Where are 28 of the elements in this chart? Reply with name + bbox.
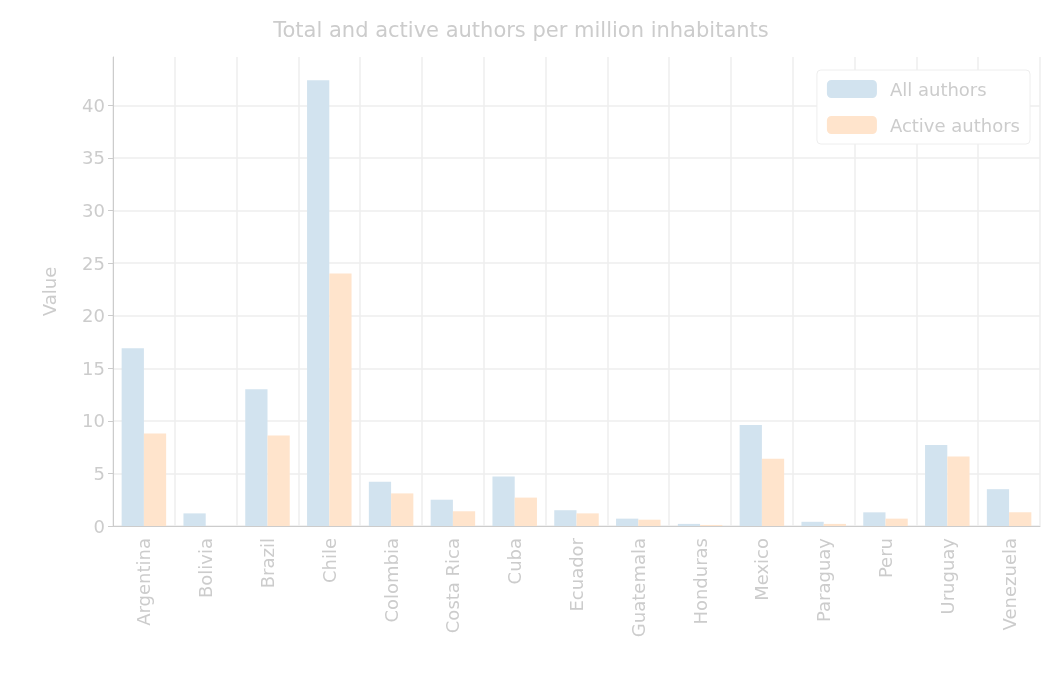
bar [1009, 512, 1032, 526]
bar [576, 513, 599, 526]
bar [307, 80, 330, 526]
bar [925, 445, 948, 526]
bar [183, 513, 206, 526]
bar [638, 519, 661, 526]
bar [121, 348, 144, 526]
bar [616, 518, 639, 526]
bar [430, 499, 453, 526]
bar [514, 497, 537, 526]
bar [947, 456, 970, 526]
bar [823, 523, 846, 526]
bar [143, 433, 167, 526]
bar [986, 489, 1010, 526]
bar [492, 476, 515, 526]
bar [452, 511, 476, 526]
bar [329, 273, 352, 526]
bar [554, 510, 577, 526]
bar [801, 521, 824, 526]
bar [267, 435, 290, 526]
bar [739, 425, 762, 526]
bar [863, 512, 886, 526]
bar [391, 493, 414, 526]
bar [885, 518, 908, 526]
bar [245, 389, 268, 526]
bar [761, 458, 785, 526]
bar [368, 481, 392, 526]
bar [677, 523, 701, 526]
